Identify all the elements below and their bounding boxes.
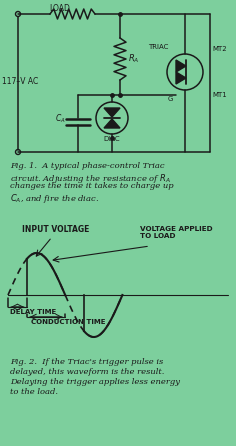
Text: LOAD: LOAD [50,4,70,13]
Text: to the load.: to the load. [10,388,58,396]
Text: VOLTAGE APPLIED
TO LOAD: VOLTAGE APPLIED TO LOAD [140,226,213,240]
Text: DIAC: DIAC [104,136,120,142]
Text: $C_A$, and fire the diac.: $C_A$, and fire the diac. [10,192,99,205]
Text: delayed, this waveform is the result.: delayed, this waveform is the result. [10,368,164,376]
Text: Fig. 2.  If the Triac's trigger pulse is: Fig. 2. If the Triac's trigger pulse is [10,358,163,366]
Text: INPUT VOLTAGE: INPUT VOLTAGE [22,225,89,234]
Text: MT1: MT1 [212,92,227,98]
Text: DELAY TIME: DELAY TIME [10,309,56,315]
Polygon shape [104,108,120,117]
Polygon shape [104,119,120,128]
Text: $R_A$: $R_A$ [128,53,139,65]
Text: 117–V AC: 117–V AC [2,78,38,87]
Text: MT2: MT2 [212,46,227,52]
Text: G: G [168,96,173,102]
Text: $C_A$: $C_A$ [55,112,66,125]
Text: CONDUCTION TIME: CONDUCTION TIME [31,319,105,325]
Text: Delaying the trigger applies less energy: Delaying the trigger applies less energy [10,378,180,386]
Polygon shape [176,60,186,72]
Text: circuit. Adjusting the resistance of $R_A$: circuit. Adjusting the resistance of $R_… [10,172,171,185]
Text: changes the time it takes to charge up: changes the time it takes to charge up [10,182,174,190]
Text: TRIAC: TRIAC [148,44,168,50]
Polygon shape [176,72,186,84]
Text: Fig. 1.  A typical phase-control Triac: Fig. 1. A typical phase-control Triac [10,162,165,170]
